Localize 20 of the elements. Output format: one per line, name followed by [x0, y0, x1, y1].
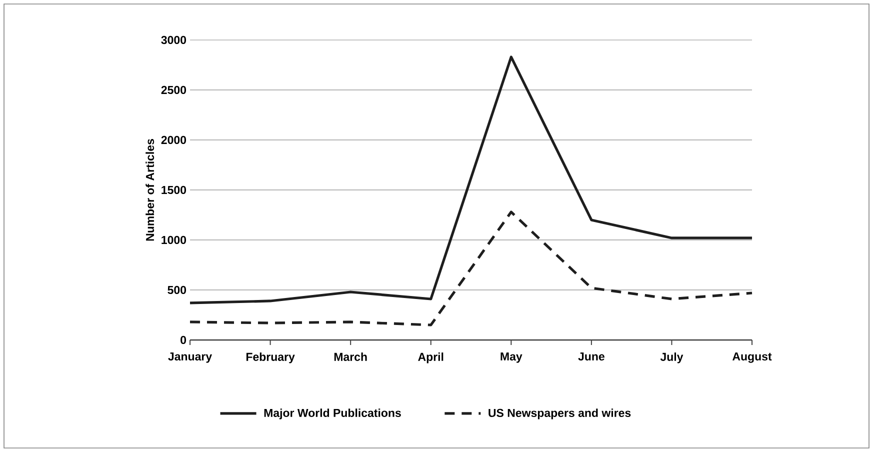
line-series: [188, 210, 754, 326]
x-tick-label: March: [334, 352, 367, 361]
x-tick-label: May: [500, 352, 522, 363]
x-tick-label: January: [168, 352, 212, 363]
y-tick-label: 2500: [161, 86, 186, 94]
y-tick-label: 0: [180, 336, 186, 344]
y-tick-label: 1000: [162, 236, 186, 244]
y-tick-label: 1500: [162, 186, 186, 194]
y-tick-label: 500: [168, 286, 186, 294]
line-series: [188, 56, 754, 304]
legend-label: Major World Publications: [264, 408, 401, 420]
y-axis-title: Number of Articles: [146, 139, 154, 241]
y-tick-label: 2000: [161, 136, 186, 144]
x-tick-label: June: [578, 352, 604, 361]
x-tick-label: August: [732, 352, 772, 363]
y-tick-label: 3000: [161, 36, 186, 44]
x-tick-label: April: [418, 352, 444, 364]
x-tick-label: July: [660, 352, 684, 364]
x-tick-label: February: [246, 352, 295, 364]
legend-label: US Newspapers and wires: [488, 408, 631, 420]
